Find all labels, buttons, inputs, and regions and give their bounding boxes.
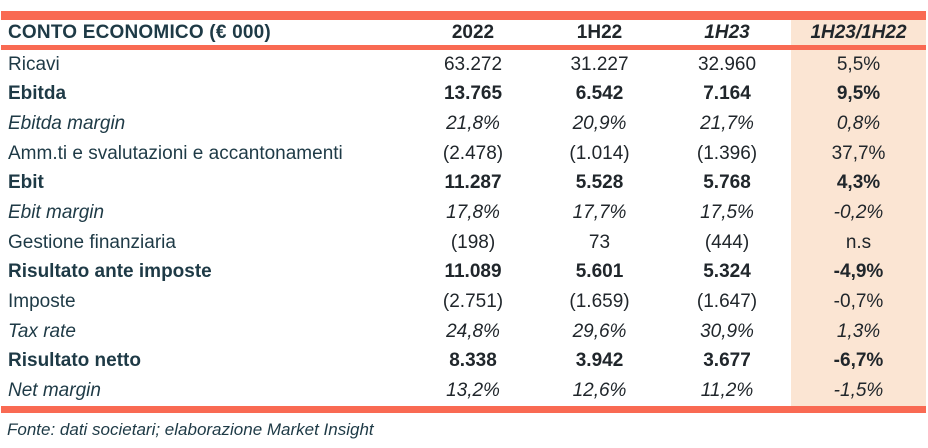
table-row: Ebit 11.287 5.528 5.768 4,3%: [1, 168, 926, 199]
cell-2022: 11.089: [444, 261, 502, 283]
table-title: CONTO ECONOMICO (€ 000): [8, 21, 271, 43]
column-header-4: 1H23/1H22: [791, 20, 926, 45]
cell-1h22: 12,6%: [572, 380, 627, 402]
cell-1h23: 7.164: [703, 83, 751, 105]
column-header-3: 1H23: [704, 21, 750, 43]
row-label: Risultato netto: [8, 350, 141, 372]
cell-2022: 8.338: [449, 350, 497, 372]
table-row: Amm.ti e svalutazioni e accantonamenti (2…: [1, 138, 926, 169]
row-label: Ebit: [8, 172, 44, 194]
cell-1h23: 5.768: [703, 172, 751, 194]
cell-1h22: 5.528: [575, 172, 624, 194]
row-label: Risultato ante imposte: [8, 261, 212, 283]
table-row: Ebit margin 17,8% 17,7% 17,5% -0,2%: [1, 198, 926, 228]
cell-2022: (2.478): [442, 142, 504, 164]
cell-2022: 63.272: [443, 53, 503, 75]
cell-1h23: 11,2%: [700, 380, 754, 402]
cell-1h22: 29,6%: [572, 320, 627, 342]
table-row: Net margin 13,2% 12,6% 11,2% -1,5%: [1, 376, 926, 406]
cell-ratio: -6,7%: [791, 346, 926, 377]
table-row: Imposte (2.751) (1.659) (1.647) -0,7%: [1, 287, 926, 317]
row-label: Tax rate: [8, 320, 76, 342]
cell-ratio: n.s: [791, 227, 926, 258]
cell-1h23: 17,5%: [700, 202, 754, 224]
cell-ratio: 37,7%: [791, 138, 926, 169]
cell-1h22: 6.542: [575, 83, 624, 105]
table-header-row: CONTO ECONOMICO (€ 000) 2022 1H22 1H23 1H23…: [1, 20, 926, 45]
cell-2022: 13,2%: [446, 380, 500, 402]
cell-1h23: (444): [704, 231, 750, 253]
cell-2022: 24,8%: [446, 320, 500, 342]
row-label: Ricavi: [8, 53, 60, 75]
cell-1h22: 17,7%: [572, 202, 627, 224]
cell-1h23: 5.324: [703, 261, 751, 283]
cell-ratio: -4,9%: [791, 257, 926, 288]
cell-1h23: 30,9%: [700, 320, 754, 342]
header-rule-bar: [1, 45, 926, 50]
cell-2022: (2.751): [442, 291, 504, 313]
row-label: Ebitda margin: [8, 113, 126, 135]
cell-2022: (198): [450, 231, 496, 253]
table-row: Ricavi 63.272 31.227 32.960 5,5%: [1, 50, 926, 80]
cell-1h23: 32.960: [697, 53, 757, 75]
cell-1h23: (1.647): [696, 291, 758, 313]
cell-1h22: 3.942: [575, 350, 624, 372]
table-row: Tax rate 24,8% 29,6% 30,9% 1,3%: [1, 316, 926, 347]
column-header-2: 1H22: [576, 21, 623, 43]
cell-ratio: -0,2%: [791, 198, 926, 228]
cell-ratio: -1,5%: [791, 376, 926, 406]
source-note: Fonte: dati societari; elaborazione Mark…: [7, 420, 374, 439]
cell-ratio: 1,3%: [791, 316, 926, 347]
cell-2022: 11.287: [444, 172, 502, 194]
row-label: Gestione finanziaria: [8, 231, 176, 253]
row-label: Imposte: [8, 291, 76, 313]
income-statement-table: CONTO ECONOMICO (€ 000) 2022 1H22 1H23 1H23…: [1, 11, 926, 413]
cell-2022: 21,8%: [446, 113, 500, 135]
table-row: Gestione finanziaria (198) 73 (444) n.s: [1, 227, 926, 258]
cell-2022: 13.765: [443, 83, 503, 105]
table-row: Risultato netto 8.338 3.942 3.677 -6,7%: [1, 346, 926, 377]
row-label: Ebit margin: [8, 202, 105, 224]
column-header-1: 2022: [451, 21, 495, 43]
row-label: Ebitda: [8, 83, 67, 105]
table-row: Risultato ante imposte 11.089 5.601 5.324 -4…: [1, 257, 926, 288]
cell-1h22: 20,9%: [572, 113, 627, 135]
row-label: Amm.ti e svalutazioni e accantonamenti: [8, 142, 343, 164]
cell-1h22: 31.227: [570, 53, 629, 75]
bottom-rule-bar: [1, 405, 926, 413]
cell-ratio: 0,8%: [791, 109, 926, 139]
cell-2022: 17,8%: [446, 202, 500, 224]
cell-ratio: 4,3%: [791, 168, 926, 199]
cell-ratio: 9,5%: [791, 79, 926, 110]
cell-ratio: -0,7%: [791, 287, 926, 317]
table-row: Ebitda margin 21,8% 20,9% 21,7% 0,8%: [1, 109, 926, 139]
table-row: Ebitda 13.765 6.542 7.164 9,5%: [1, 79, 926, 110]
cell-1h23: 21,7%: [700, 113, 754, 135]
cell-1h22: (1.014): [569, 142, 630, 164]
table-body: Ricavi 63.272 31.227 32.960 5,5% Ebitda 13.765…: [1, 50, 926, 406]
top-rule-bar: [1, 11, 926, 20]
cell-1h22: (1.659): [569, 291, 630, 313]
row-label: Net margin: [8, 380, 101, 402]
cell-1h22: 5.601: [575, 261, 624, 283]
cell-1h22: 73: [588, 231, 611, 253]
cell-1h23: (1.396): [696, 142, 758, 164]
cell-1h23: 3.677: [703, 350, 751, 372]
cell-ratio: 5,5%: [791, 50, 926, 80]
